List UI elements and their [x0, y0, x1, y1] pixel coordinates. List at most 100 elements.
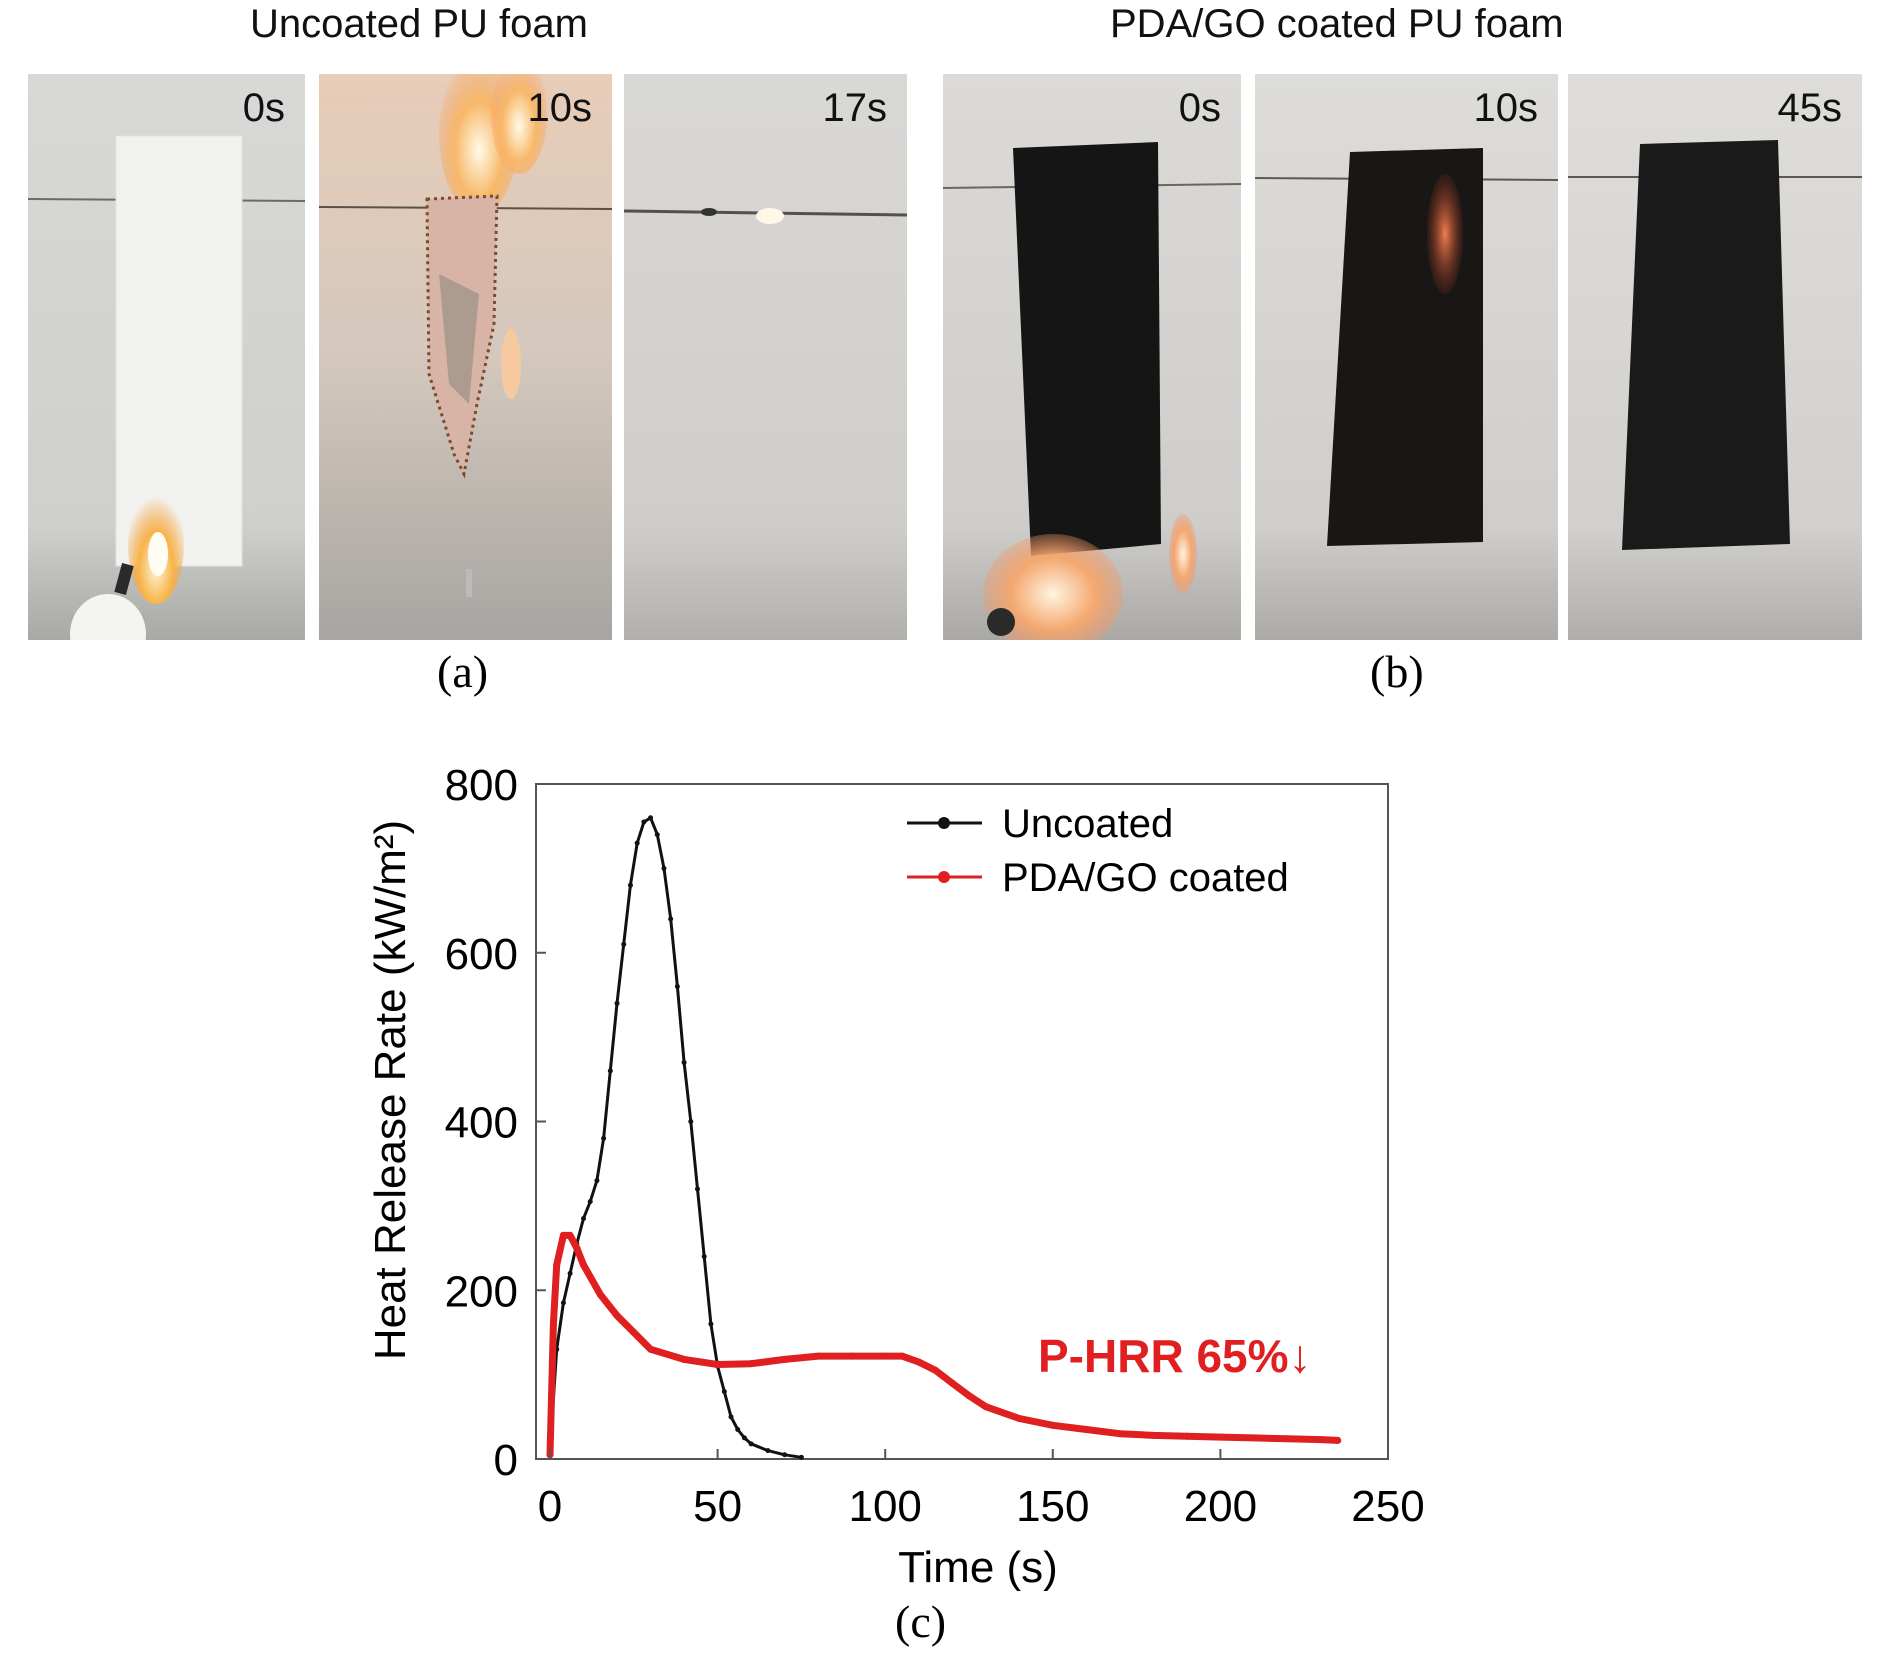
legend-label-uncoated: Uncoated [1002, 802, 1173, 846]
data-point-uncoated [748, 1441, 754, 1447]
data-point-uncoated [607, 1068, 613, 1074]
data-point-uncoated [782, 1452, 788, 1458]
data-point-coated [982, 1403, 990, 1411]
data-point-uncoated [581, 1216, 587, 1222]
data-point-coated [680, 1355, 688, 1363]
data-point-uncoated [641, 819, 647, 825]
data-point-coated [596, 1290, 604, 1298]
photo-coated-45s: 45s [1568, 74, 1862, 640]
data-point-uncoated [741, 1435, 747, 1441]
legend-marker-uncoated [938, 817, 950, 829]
data-point-coated [714, 1361, 722, 1368]
x-tick-label: 150 [1016, 1482, 1089, 1531]
y-tick-label: 400 [445, 1099, 518, 1148]
data-point-coated [566, 1231, 574, 1239]
time-label: 17s [822, 86, 888, 130]
group-a-title: Uncoated PU foam [250, 2, 588, 46]
data-point-coated [1317, 1436, 1325, 1444]
data-point-coated [613, 1312, 621, 1320]
data-point-uncoated [621, 941, 627, 947]
data-point-uncoated [765, 1448, 771, 1454]
data-point-coated [898, 1352, 906, 1360]
data-point-uncoated [661, 865, 667, 871]
data-point-coated [1082, 1425, 1090, 1433]
data-point-coated [630, 1328, 638, 1336]
legend: Uncoated PDA/GO coated [907, 802, 1289, 900]
photo-uncoated-0s: 0s [28, 74, 305, 640]
data-point-uncoated [735, 1426, 741, 1432]
data-point-uncoated [634, 840, 640, 846]
y-tick-label: 800 [445, 761, 518, 810]
data-point-uncoated [701, 1254, 707, 1259]
data-point-uncoated [681, 1059, 687, 1065]
data-point-coated [1149, 1431, 1157, 1439]
data-point-coated [549, 1320, 557, 1328]
p-hrr-annotation: P-HRR 65%↓ [1038, 1330, 1312, 1382]
x-tick-label: 200 [1184, 1482, 1257, 1531]
data-point-uncoated [668, 916, 674, 922]
data-point-uncoated [721, 1389, 727, 1394]
x-tick-label: 250 [1351, 1482, 1424, 1531]
group-b-title: PDA/GO coated PU foam [1110, 2, 1564, 46]
data-point-coated [647, 1345, 655, 1353]
photo-uncoated-17s: 17s [624, 74, 907, 640]
data-point-uncoated [614, 1000, 620, 1006]
photo-coated-0s: 0s [943, 74, 1241, 640]
data-point-uncoated [594, 1178, 600, 1184]
data-point-coated [553, 1261, 561, 1269]
data-point-coated [559, 1231, 567, 1239]
y-tick-label: 200 [445, 1267, 518, 1316]
data-point-uncoated [627, 882, 633, 888]
data-point-coated [781, 1355, 789, 1363]
data-point-uncoated [798, 1454, 804, 1460]
time-label: 0s [1178, 86, 1221, 130]
data-point-uncoated [601, 1135, 607, 1141]
data-point-coated [1250, 1434, 1258, 1442]
x-tick-label: 0 [538, 1482, 562, 1531]
y-axis-label: Heat Release Rate (kW/m²) [366, 820, 415, 1360]
series-line-uncoated [548, 816, 803, 1459]
data-point-coated [1116, 1430, 1124, 1438]
data-point-uncoated [694, 1186, 700, 1192]
ticks-layer: 0 50 100 150 200 250 0 200 400 600 800 [445, 761, 1425, 1531]
caption-c: (c) [895, 1596, 947, 1647]
data-point-coated [1334, 1436, 1342, 1444]
data-point-uncoated [728, 1414, 734, 1420]
data-point-uncoated [674, 984, 680, 989]
data-point-coated [1015, 1415, 1023, 1422]
time-label: 0s [242, 86, 285, 130]
legend-label-coated: PDA/GO coated [1002, 856, 1289, 900]
time-label: 10s [1473, 86, 1539, 130]
data-point-coated [915, 1358, 923, 1366]
legend-marker-coated [938, 871, 950, 883]
time-label: 10s [527, 86, 593, 130]
series-layer [546, 815, 1342, 1460]
data-point-uncoated [560, 1300, 566, 1306]
x-tick-label: 100 [848, 1482, 921, 1531]
data-point-uncoated [708, 1321, 714, 1327]
data-point-coated [1049, 1421, 1057, 1429]
data-point-coated [965, 1392, 973, 1400]
data-point-uncoated [688, 1119, 694, 1124]
data-point-coated [580, 1261, 588, 1269]
data-point-uncoated [567, 1270, 573, 1276]
photo-coated-10s: 10s [1255, 74, 1558, 640]
data-point-coated [1183, 1432, 1191, 1440]
data-point-coated [948, 1379, 956, 1387]
photo-uncoated-10s: 10s [319, 74, 612, 640]
y-tick-label: 0 [494, 1436, 518, 1485]
data-point-uncoated [648, 815, 654, 821]
y-tick-label: 600 [445, 930, 518, 979]
data-point-coated [881, 1352, 889, 1360]
x-axis-label: Time (s) [898, 1543, 1058, 1592]
data-point-coated [1216, 1433, 1224, 1441]
caption-b: (b) [1370, 646, 1424, 697]
time-label: 45s [1777, 86, 1843, 130]
data-point-coated [1283, 1435, 1291, 1443]
data-point-coated [848, 1352, 856, 1360]
data-point-coated [747, 1360, 755, 1368]
data-point-coated [814, 1352, 822, 1360]
data-point-coated [931, 1366, 939, 1374]
x-tick-label: 50 [693, 1482, 742, 1531]
